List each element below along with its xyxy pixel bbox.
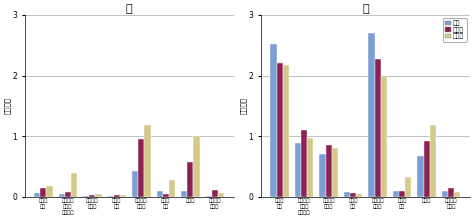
Bar <box>169 180 175 197</box>
Bar <box>326 145 332 197</box>
Title: 夫: 夫 <box>126 4 132 14</box>
Bar <box>319 154 326 197</box>
Bar <box>295 143 301 197</box>
Bar <box>374 59 381 197</box>
Bar <box>34 193 40 197</box>
Bar <box>418 156 424 197</box>
Bar <box>83 196 89 197</box>
Title: 姻: 姻 <box>362 4 369 14</box>
Bar <box>145 125 151 197</box>
Bar <box>442 191 448 197</box>
Bar <box>218 193 224 197</box>
Bar <box>277 64 283 197</box>
Bar <box>206 196 212 197</box>
Bar <box>332 148 338 197</box>
Bar <box>424 141 430 197</box>
Y-axis label: （時間）: （時間） <box>4 97 11 114</box>
Bar <box>193 136 200 197</box>
Bar <box>120 195 126 197</box>
Bar <box>393 191 399 197</box>
Bar <box>381 76 387 197</box>
Bar <box>356 194 362 197</box>
Bar <box>301 130 307 197</box>
Bar <box>157 191 163 197</box>
Bar <box>138 139 145 197</box>
Bar <box>71 173 77 197</box>
Bar <box>350 193 356 197</box>
Bar <box>181 191 187 197</box>
Bar <box>89 195 95 197</box>
Bar <box>405 177 411 197</box>
Y-axis label: （時間）: （時間） <box>240 97 247 114</box>
Bar <box>187 162 193 197</box>
Bar <box>307 138 313 197</box>
Bar <box>283 65 289 197</box>
Bar <box>46 186 53 197</box>
Bar <box>59 194 65 197</box>
Bar <box>271 44 277 197</box>
Bar <box>40 188 46 197</box>
Bar <box>344 192 350 197</box>
Bar <box>399 191 405 197</box>
Bar <box>132 171 138 197</box>
Bar <box>108 196 114 197</box>
Bar <box>448 188 454 197</box>
Bar <box>163 194 169 197</box>
Legend: 平日, 土曜日, 日曜日: 平日, 土曜日, 日曜日 <box>443 18 467 42</box>
Bar <box>95 194 101 197</box>
Bar <box>430 125 436 197</box>
Bar <box>212 190 218 197</box>
Bar <box>114 195 120 197</box>
Bar <box>368 33 374 197</box>
Bar <box>454 192 460 197</box>
Bar <box>65 192 71 197</box>
